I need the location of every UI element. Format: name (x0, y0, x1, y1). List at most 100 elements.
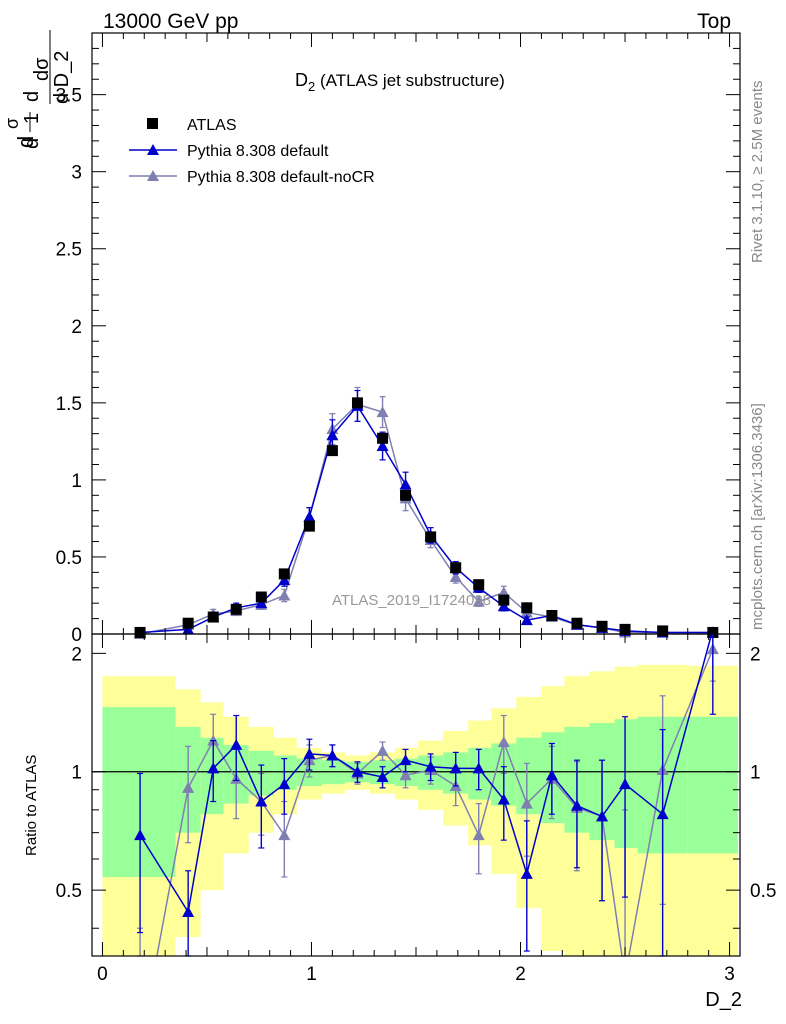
x-axis-label: D_2 (705, 989, 742, 1011)
header-left-text: 13000 GeV pp (103, 10, 238, 33)
main-y-tick-label: 3 (71, 163, 82, 184)
main-point-atlas (182, 617, 194, 629)
uncertainty-band-inner (273, 755, 297, 790)
main-point-atlas (400, 489, 412, 501)
ratio-y-tick-label-left: 1 (71, 763, 82, 784)
ratio-y-tick-label-left: 0.5 (56, 881, 82, 902)
x-tick-label: 2 (515, 964, 526, 985)
uncertainty-band-inner (468, 747, 492, 800)
ratio-point-default (520, 867, 533, 879)
uncertainty-band-inner (687, 716, 738, 854)
main-point-atlas (326, 445, 338, 457)
legend-label-default: Pythia 8.308 default (187, 143, 329, 160)
svg-text:1: 1 (21, 113, 43, 124)
main-point-default (303, 510, 316, 522)
title-rest: (ATLAS jet substructure) (315, 71, 505, 90)
main-point-nocr (472, 595, 485, 607)
main-y-tick-label: 2 (71, 317, 82, 338)
ratio-point-default (399, 754, 412, 766)
main-y-tick-label: 0 (71, 625, 82, 646)
header-right-text: Top (697, 10, 731, 33)
ratio-y-tick-label-right: 2 (750, 644, 761, 665)
main-y-tick-label: 1 (71, 471, 82, 492)
ratio-point-default (596, 810, 609, 822)
ratio-point-default (303, 747, 316, 759)
main-point-atlas (473, 579, 485, 591)
legend-marker-atlas (147, 118, 158, 129)
ratio-point-default (326, 749, 339, 761)
x-tick-label: 3 (724, 964, 735, 985)
ratio-line-default (139, 634, 713, 915)
ratio-point-default (497, 793, 510, 805)
main-point-atlas (546, 610, 558, 622)
title-main: D (295, 70, 308, 90)
svg-text:d: d (21, 138, 43, 149)
main-point-atlas (134, 626, 146, 638)
svg-text:d: d (21, 91, 43, 102)
ratio-line-nocr (156, 648, 714, 956)
ratio-point-nocr (520, 797, 533, 809)
legend-marker-nocr (147, 170, 159, 181)
main-point-atlas (425, 531, 437, 543)
svg-text:d D_2: d D_2 (51, 51, 73, 104)
main-point-default (255, 597, 268, 609)
main-point-atlas (255, 591, 267, 603)
main-point-atlas (377, 432, 389, 444)
main-point-nocr (376, 406, 389, 418)
ratio-point-default (255, 795, 268, 807)
ratio-point-nocr (497, 736, 510, 748)
ratio-point-default (278, 778, 291, 790)
main-point-atlas (596, 620, 608, 632)
main-plot-panel (134, 386, 719, 639)
main-point-default (497, 600, 510, 612)
mcplots-text: mcplots.cern.ch [arXiv:1306.3436] (749, 403, 766, 630)
ratio-point-default (449, 762, 462, 774)
ratio-point-nocr (472, 829, 485, 841)
title-subscript: 2 (308, 79, 315, 94)
main-point-atlas (571, 617, 583, 629)
ratio-plot-panel (92, 633, 740, 957)
main-point-atlas (278, 568, 290, 580)
ratio-point-default (182, 905, 195, 917)
ratio-y-axis-label: Ratio to ATLAS (23, 755, 40, 856)
legend-marker-default (147, 144, 159, 155)
x-tick-label: 1 (306, 964, 317, 985)
main-point-default (278, 574, 291, 586)
ratio-point-default (656, 808, 669, 820)
ratio-point-nocr (376, 744, 389, 756)
legend: ATLAS Pythia 8.308 default Pythia 8.308 … (129, 117, 375, 186)
main-point-nocr (278, 589, 291, 601)
main-point-atlas (521, 602, 533, 614)
ratio-point-default (570, 799, 583, 811)
legend-label-atlas: ATLAS (187, 117, 237, 134)
main-point-atlas (207, 611, 219, 623)
main-point-atlas (657, 625, 669, 637)
svg-text:d: d (13, 136, 38, 148)
main-y-tick-label: 0.5 (56, 548, 82, 569)
main-point-atlas (351, 397, 363, 409)
rivet-version-text: Rivet 3.1.10, ≥ 2.5M events (749, 81, 766, 264)
ratio-point-default (230, 738, 243, 750)
main-point-default (520, 614, 533, 626)
ratio-y-tick-label-right: 0.5 (750, 881, 776, 902)
main-y-tick-label: 1.5 (56, 394, 82, 415)
ratio-point-default (545, 769, 558, 781)
ratio-point-default (376, 770, 389, 782)
main-point-atlas (450, 562, 462, 574)
main-point-default (376, 439, 389, 451)
main-point-atlas (498, 594, 510, 606)
ratio-point-default (619, 778, 632, 790)
ratio-point-nocr (182, 781, 195, 793)
main-y-axis-label: d (13, 136, 38, 148)
ratio-point-default (472, 762, 485, 774)
main-point-nocr (449, 570, 462, 582)
main-point-atlas (303, 520, 315, 532)
main-point-default (326, 429, 339, 441)
uncertainty-band-inner (102, 707, 176, 877)
ratio-y-tick-label-right: 1 (750, 763, 761, 784)
main-point-atlas (707, 626, 719, 638)
main-point-default (182, 623, 195, 635)
ratio-point-default (351, 765, 364, 777)
analysis-watermark: ATLAS_2019_I1724098 (332, 592, 491, 609)
